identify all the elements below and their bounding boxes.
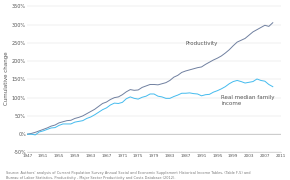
Y-axis label: Cumulative change: Cumulative change: [4, 52, 9, 105]
Text: Source: Authors' analysis of Current Population Survey Annual Social and Economi: Source: Authors' analysis of Current Pop…: [6, 171, 250, 180]
Text: Productivity: Productivity: [186, 41, 218, 46]
Text: Real median family
income: Real median family income: [221, 95, 275, 105]
